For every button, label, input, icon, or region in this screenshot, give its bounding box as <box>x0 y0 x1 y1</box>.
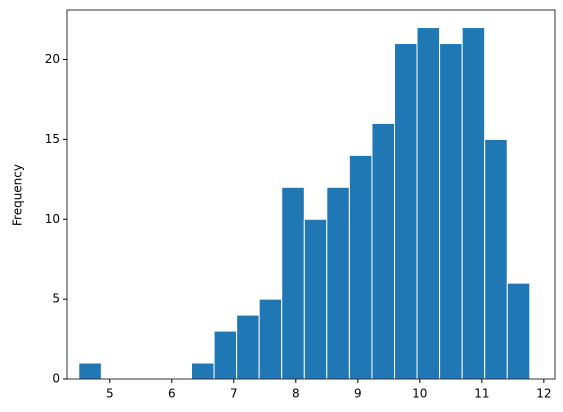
bar <box>236 314 260 380</box>
bar <box>394 43 418 380</box>
bar <box>484 138 508 380</box>
y-tick-label: 20 <box>45 52 60 66</box>
x-tick-label: 7 <box>230 387 238 401</box>
x-tick-label: 9 <box>354 387 362 401</box>
x-tick-label: 5 <box>106 387 114 401</box>
x-tick-label: 10 <box>412 387 427 401</box>
bar <box>348 154 373 380</box>
bar <box>213 330 238 380</box>
bar <box>461 27 486 380</box>
y-tick-label: 10 <box>45 212 60 226</box>
bar <box>258 298 283 380</box>
bar <box>439 43 463 380</box>
bar <box>326 186 350 380</box>
bar <box>506 282 531 380</box>
bar <box>191 362 215 380</box>
bar <box>303 218 328 380</box>
x-tick-label: 8 <box>292 387 300 401</box>
bar <box>281 186 305 380</box>
bar <box>78 362 102 380</box>
x-tick-label: 6 <box>168 387 176 401</box>
y-tick-label: 5 <box>52 292 60 306</box>
bar <box>416 27 441 380</box>
x-tick-label: 12 <box>536 387 551 401</box>
y-axis-label: Frequency <box>11 164 25 226</box>
y-tick-label: 15 <box>45 132 60 146</box>
x-tick-label: 11 <box>474 387 489 401</box>
axes-frame <box>66 9 556 380</box>
bar <box>371 122 396 380</box>
y-tick-label: 0 <box>52 372 60 386</box>
